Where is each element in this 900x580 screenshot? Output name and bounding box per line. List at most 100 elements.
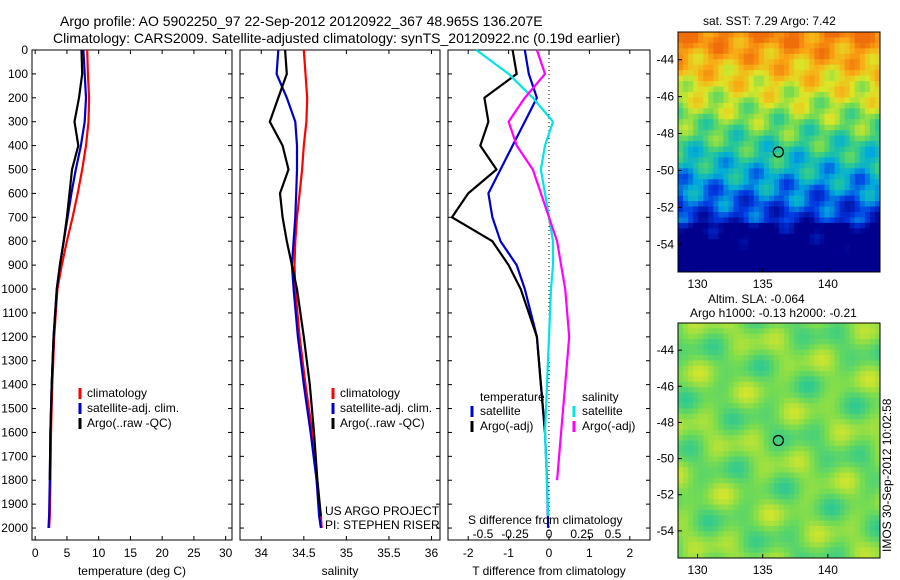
map-cell bbox=[738, 472, 745, 479]
map-cell bbox=[723, 456, 729, 463]
map-cell bbox=[733, 483, 740, 490]
map-cell bbox=[804, 157, 810, 164]
map-cell bbox=[718, 509, 724, 516]
map-cell bbox=[698, 515, 704, 522]
map-cell bbox=[789, 64, 795, 71]
map-cell bbox=[854, 97, 861, 104]
map-cell bbox=[743, 445, 750, 452]
map-cell bbox=[864, 451, 871, 458]
map-cell bbox=[683, 86, 689, 93]
map-cell bbox=[834, 472, 841, 479]
map-cell bbox=[738, 499, 745, 506]
map-cell bbox=[728, 387, 735, 393]
map-cell bbox=[688, 255, 694, 262]
map-cell bbox=[779, 222, 785, 229]
map-cell bbox=[748, 70, 755, 77]
map-cell bbox=[874, 445, 881, 452]
map-cell bbox=[829, 349, 836, 356]
map-cell bbox=[839, 520, 846, 527]
map-cell bbox=[718, 168, 724, 175]
map-cell bbox=[849, 456, 856, 463]
map-cell bbox=[804, 179, 810, 186]
map-cell bbox=[678, 233, 684, 240]
map-cell bbox=[794, 323, 800, 329]
map-cell bbox=[829, 525, 836, 532]
map-cell bbox=[844, 371, 851, 377]
map-cell bbox=[829, 81, 836, 88]
map-cell bbox=[869, 461, 876, 468]
map-cell bbox=[748, 333, 755, 340]
map-cell bbox=[834, 488, 841, 495]
map-cell bbox=[743, 168, 750, 175]
map-cell bbox=[753, 184, 760, 191]
map-cell bbox=[794, 42, 800, 49]
map-cell bbox=[703, 92, 709, 98]
map-cell bbox=[794, 124, 800, 131]
map-cell bbox=[874, 141, 881, 148]
map-cell bbox=[829, 201, 836, 208]
map-cell bbox=[758, 504, 765, 511]
map-cell bbox=[703, 217, 709, 224]
map-cell bbox=[693, 70, 699, 77]
map-cell bbox=[748, 184, 755, 191]
map-cell bbox=[829, 141, 836, 148]
map-cell bbox=[718, 135, 724, 142]
map-cell bbox=[794, 461, 800, 468]
map-cell bbox=[753, 536, 760, 543]
map-cell bbox=[854, 48, 861, 55]
map-cell bbox=[743, 124, 750, 131]
map-cell bbox=[849, 381, 856, 388]
map-cell bbox=[723, 349, 729, 356]
map-cell bbox=[799, 509, 805, 516]
map-cell bbox=[768, 162, 775, 169]
map-cell bbox=[733, 48, 740, 55]
map-cell bbox=[854, 456, 861, 463]
map-cell bbox=[829, 397, 836, 404]
map-cell bbox=[708, 419, 714, 425]
map-cell bbox=[688, 42, 694, 49]
map-cell bbox=[773, 195, 780, 202]
map-cell bbox=[773, 162, 780, 169]
map-cell bbox=[728, 32, 735, 38]
map-cell bbox=[804, 195, 810, 202]
map-cell bbox=[708, 355, 714, 361]
map-cell bbox=[854, 135, 861, 142]
map-cell bbox=[773, 212, 780, 218]
map-cell bbox=[839, 141, 846, 148]
map-cell bbox=[784, 168, 790, 175]
map-cell bbox=[784, 190, 790, 197]
map-cell bbox=[748, 130, 755, 137]
map-cell bbox=[819, 179, 825, 186]
map-cell bbox=[869, 152, 876, 158]
map-cell bbox=[869, 157, 876, 164]
map-cell bbox=[874, 32, 881, 38]
map-cell bbox=[824, 483, 830, 490]
map-cell bbox=[708, 195, 714, 202]
map-cell bbox=[723, 261, 729, 268]
map-cell bbox=[698, 184, 704, 191]
map-cell bbox=[733, 472, 740, 479]
map-cell bbox=[874, 146, 881, 153]
map-cell bbox=[849, 135, 856, 142]
map-cell bbox=[738, 483, 745, 490]
map-cell bbox=[809, 37, 815, 44]
map-cell bbox=[839, 467, 846, 474]
map-cell bbox=[758, 445, 765, 452]
map-cell bbox=[779, 435, 785, 441]
map-cell bbox=[829, 541, 836, 548]
map-cell bbox=[743, 130, 750, 137]
legend-entry: Argo(..raw -QC) bbox=[87, 416, 172, 430]
map-cell bbox=[733, 371, 740, 377]
map-cell bbox=[748, 48, 755, 55]
map-cell bbox=[683, 168, 689, 175]
map-cell bbox=[794, 493, 800, 500]
map-cell bbox=[753, 365, 760, 372]
map-cell bbox=[728, 424, 735, 431]
map-cell bbox=[763, 239, 770, 246]
map-cell bbox=[723, 387, 729, 393]
map-cell bbox=[844, 64, 851, 71]
map-cell bbox=[789, 124, 795, 131]
map-cell bbox=[874, 37, 881, 44]
map-cell bbox=[839, 135, 846, 142]
map-cell bbox=[849, 255, 856, 262]
